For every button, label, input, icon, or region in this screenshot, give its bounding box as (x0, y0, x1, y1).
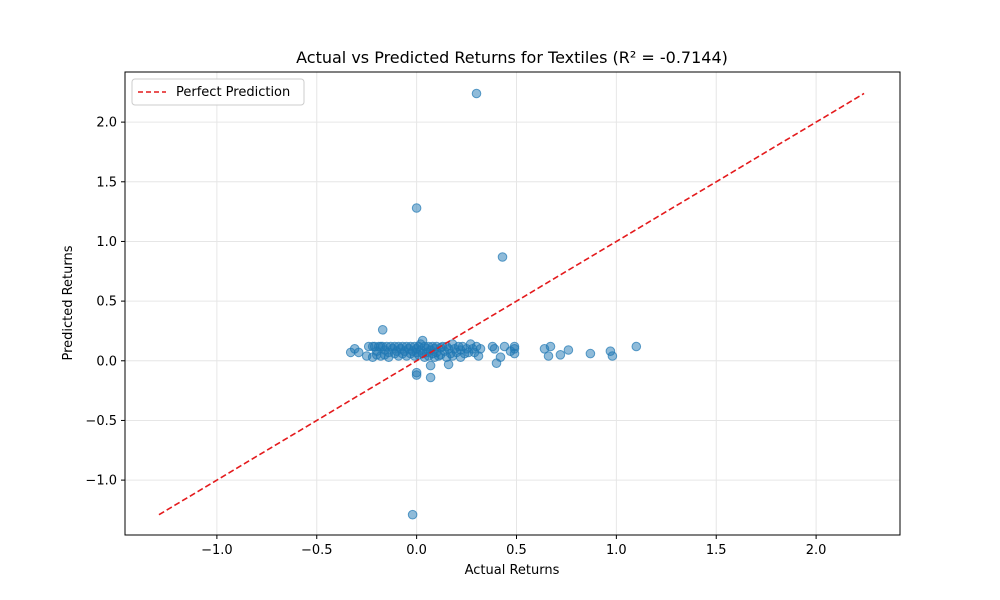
x-tick-label: 0.0 (406, 543, 427, 558)
x-tick-label: 1.0 (606, 543, 627, 558)
x-tick-label: −1.0 (201, 543, 233, 558)
x-tick-label: 0.5 (506, 543, 527, 558)
scatter-point (555, 350, 566, 360)
scatter-point (497, 252, 508, 262)
y-axis-ticks: −1.0 −0.5 0.0 0.5 1.0 1.5 2.0 (85, 116, 125, 489)
scatter-point (411, 370, 422, 380)
scatter-point (543, 351, 554, 361)
legend: Perfect Prediction (131, 78, 305, 106)
grid (125, 72, 900, 535)
scatter-point (563, 345, 574, 355)
y-tick-label: 1.0 (96, 235, 117, 250)
scatter-point (607, 351, 618, 361)
scatter-point (585, 348, 596, 359)
legend-box (131, 78, 305, 106)
y-tick-label: 2.0 (96, 116, 117, 131)
scatter-point (407, 509, 418, 520)
y-tick-label: 1.5 (96, 175, 117, 190)
scatter-point (425, 360, 436, 371)
y-tick-label: −0.5 (85, 414, 117, 429)
x-tick-label: 2.0 (806, 543, 827, 558)
perfect-prediction-line (158, 92, 865, 516)
chart-title: Actual vs Predicted Returns for Textiles… (296, 48, 728, 67)
y-axis-label: Predicted Returns (61, 245, 76, 360)
y-tick-label: −1.0 (85, 474, 117, 489)
scatter-point (545, 341, 556, 352)
scatter-point (509, 348, 520, 359)
data-points (345, 88, 642, 520)
scatter-point (471, 88, 482, 99)
scatter-point (411, 203, 422, 213)
plot-frame (124, 71, 901, 536)
scatter-point (631, 341, 642, 352)
scatter-point (443, 359, 454, 370)
perfect-prediction-line-group (158, 92, 865, 516)
scatter-point (475, 344, 486, 354)
x-axis-ticks: −1.0 −0.5 0.0 0.5 1.0 1.5 2.0 (201, 535, 826, 558)
scatter-point (495, 352, 506, 363)
x-tick-label: 1.5 (706, 543, 727, 558)
legend-label: Perfect Prediction (176, 85, 290, 100)
y-tick-label: 0.5 (96, 295, 117, 310)
scatter-point (353, 347, 364, 358)
scatter-point (377, 325, 388, 335)
scatter-point (489, 344, 500, 354)
y-tick-label: 0.0 (96, 354, 117, 369)
scatter-point (425, 372, 436, 383)
x-axis-label: Actual Returns (465, 563, 560, 578)
x-tick-label: −0.5 (301, 543, 333, 558)
